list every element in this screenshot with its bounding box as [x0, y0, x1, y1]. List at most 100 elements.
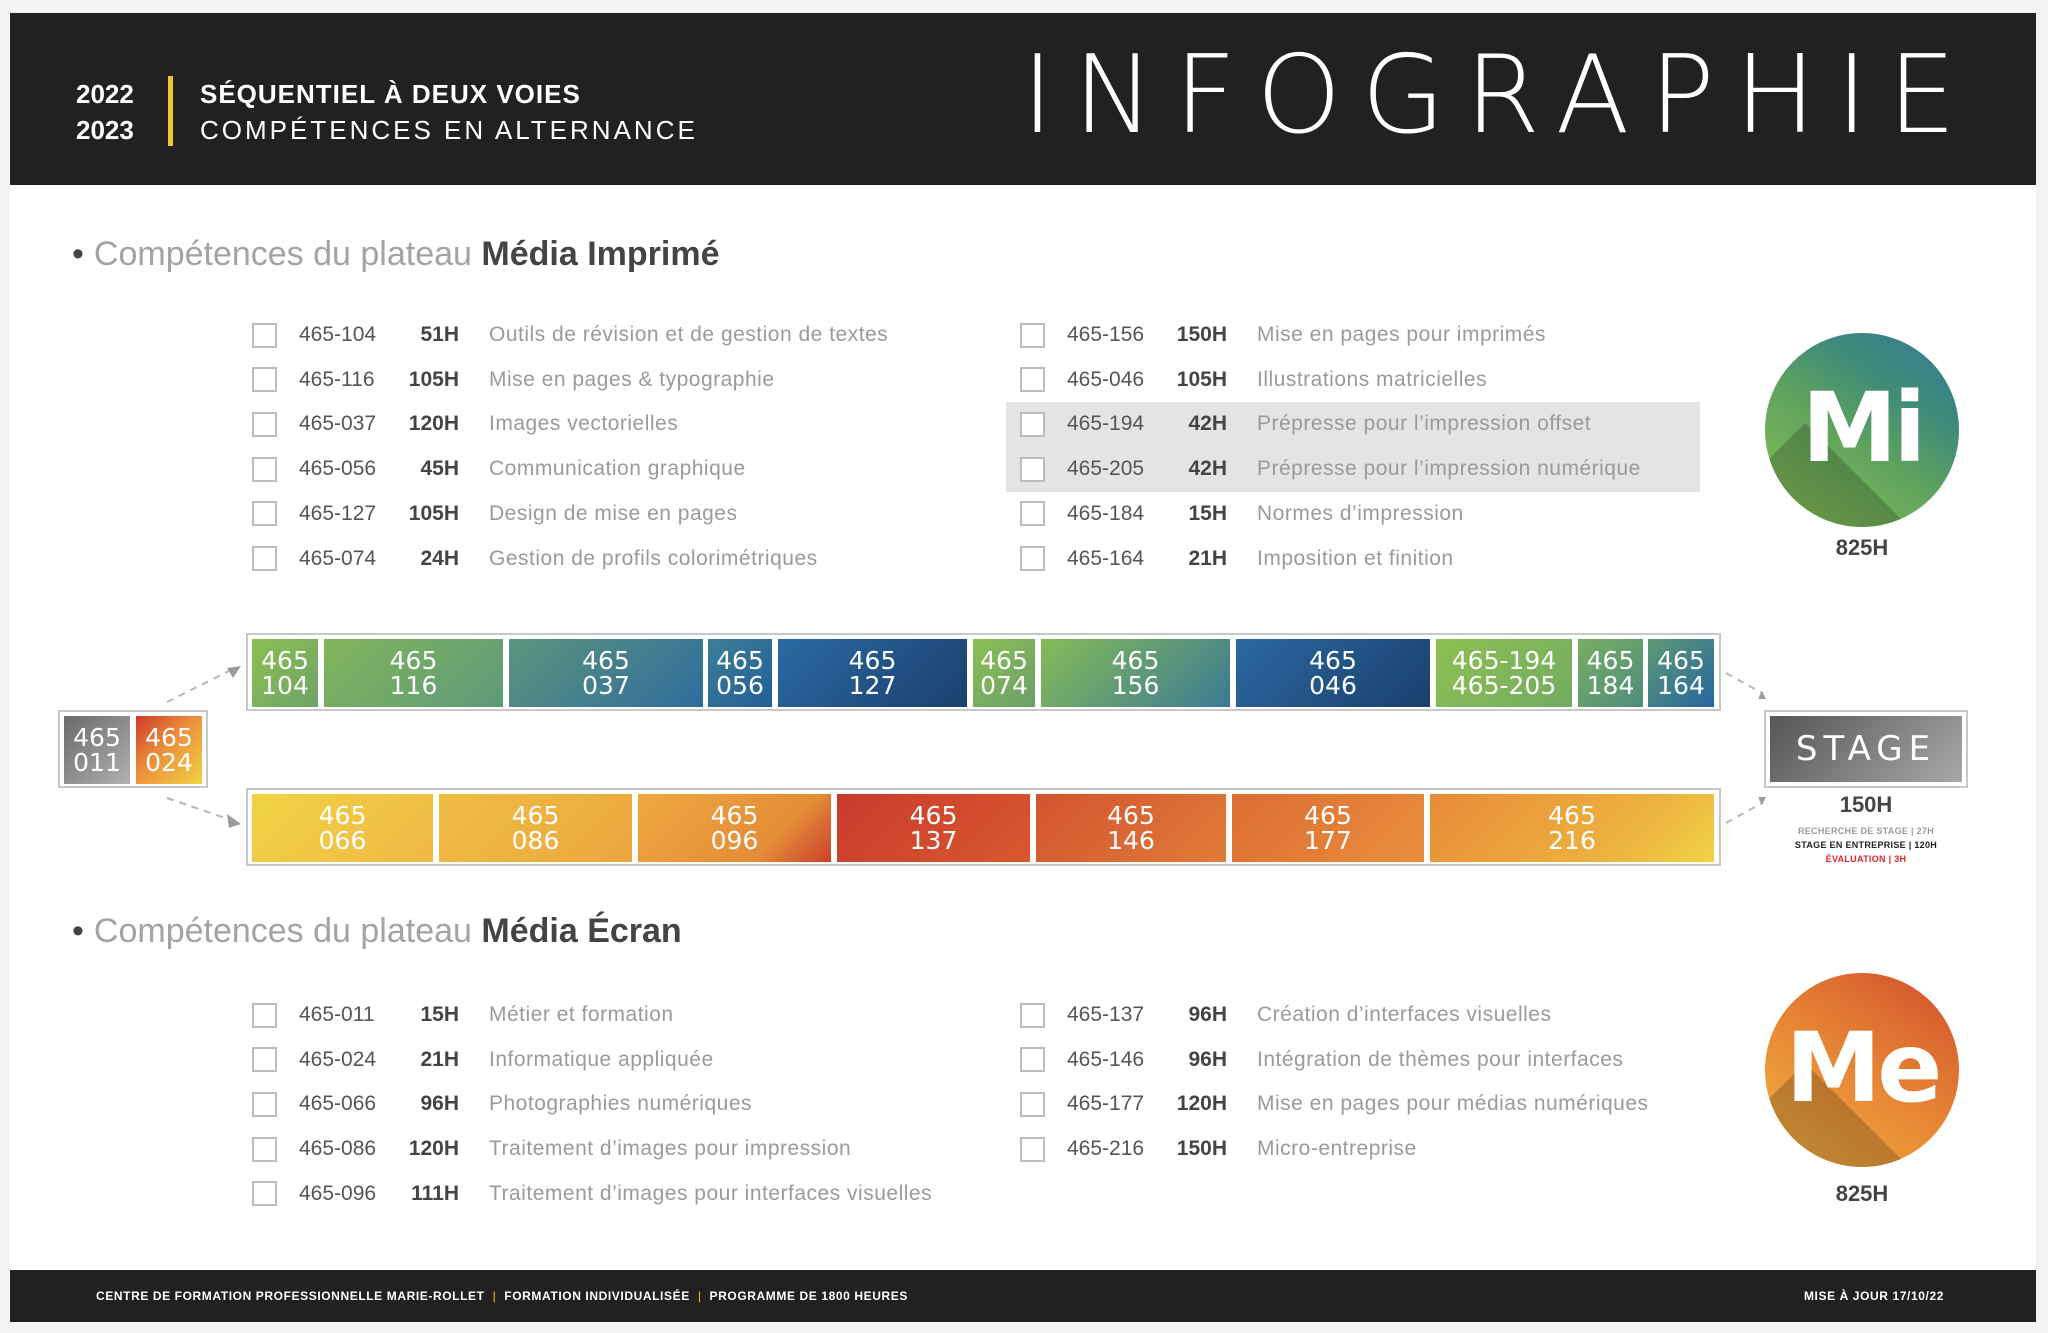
- course-checkbox[interactable]: [1020, 1047, 1045, 1073]
- course-block[interactable]: 465 086: [439, 794, 632, 862]
- footer-programme: PROGRAMME DE 1800 HEURES: [709, 1289, 908, 1303]
- course-block[interactable]: 465 177: [1232, 794, 1424, 862]
- yellow-divider: [168, 76, 173, 146]
- course-code: 465-177: [1067, 1092, 1145, 1116]
- course-title: Prépresse pour l’impression offset: [1257, 412, 1592, 436]
- course-hours: 24H: [420, 546, 459, 570]
- footer-separator: |: [697, 1289, 702, 1303]
- course-code: 465-066: [299, 1092, 377, 1116]
- course-checkbox[interactable]: [252, 1181, 277, 1207]
- course-checkbox[interactable]: [252, 456, 277, 482]
- course-code: 465-024: [299, 1047, 377, 1071]
- course-row: 465-127 105H Design de mise en pages: [252, 494, 737, 534]
- course-block[interactable]: 465 096: [638, 794, 831, 862]
- course-hours: 15H: [1188, 501, 1227, 525]
- course-row: 465-074 24H Gestion de profils colorimétri…: [252, 539, 818, 579]
- course-checkbox[interactable]: [1020, 1091, 1045, 1117]
- course-checkbox[interactable]: [252, 411, 277, 437]
- block-line-2: 184: [1586, 671, 1635, 700]
- course-code: 465-164: [1067, 546, 1145, 570]
- course-checkbox[interactable]: [252, 1047, 277, 1073]
- course-title: Informatique appliquée: [489, 1047, 714, 1071]
- course-checkbox[interactable]: [1020, 367, 1045, 393]
- course-block[interactable]: 465 037: [509, 639, 703, 707]
- section-name: Média Écran: [481, 912, 682, 950]
- course-checkbox[interactable]: [1020, 411, 1045, 437]
- prepress-highlight: [1006, 402, 1700, 492]
- course-title: Design de mise en pages: [489, 501, 738, 525]
- course-code: 465-156: [1067, 323, 1145, 346]
- course-title: Création d’interfaces visuelles: [1257, 1003, 1552, 1026]
- block-465-011[interactable]: 465 011: [64, 716, 130, 784]
- course-checkbox[interactable]: [1020, 322, 1045, 348]
- course-code: 465-194: [1067, 412, 1145, 436]
- course-code: 465-146: [1067, 1047, 1145, 1071]
- course-block[interactable]: 465 184: [1578, 639, 1643, 707]
- course-hours: 120H: [1176, 1092, 1227, 1116]
- course-row: 465-137 96H Création d’interfaces visuelle…: [1020, 995, 1551, 1035]
- block-line-1: 465: [716, 646, 764, 675]
- block-line-1: 465: [1586, 646, 1635, 675]
- course-checkbox[interactable]: [252, 1136, 277, 1162]
- course-title: Traitement d’images pour interfaces visu…: [489, 1181, 933, 1205]
- course-code: 465-127: [299, 501, 377, 525]
- course-block[interactable]: 465 104: [252, 639, 318, 707]
- course-row: 465-146 96H Intégration de thèmes pour int…: [1020, 1040, 1623, 1080]
- course-row: 465-011 15H Métier et formation: [252, 995, 674, 1035]
- course-row: 465-086 120H Traitement d’images pour impr…: [252, 1129, 851, 1169]
- course-block[interactable]: 465 146: [1036, 794, 1226, 862]
- course-title: Communication graphique: [489, 457, 746, 481]
- course-block[interactable]: 465 156: [1041, 639, 1230, 707]
- course-code: 465-086: [299, 1137, 377, 1161]
- course-checkbox[interactable]: [1020, 1136, 1045, 1162]
- course-block[interactable]: 465 074: [973, 639, 1035, 707]
- footer-updated: MISE À JOUR 17/10/22: [1803, 1289, 1944, 1303]
- course-checkbox[interactable]: [1020, 546, 1045, 571]
- course-block[interactable]: 465-194 465-205: [1436, 639, 1572, 707]
- course-row: 465-164 21H Imposition et finition: [1020, 539, 1454, 579]
- course-row: 465-096 111H Traitement d’images pour inte…: [252, 1174, 932, 1214]
- block-line-1: 465: [710, 801, 759, 830]
- footer-formation: FORMATION INDIVIDUALISÉE: [504, 1289, 690, 1303]
- course-block[interactable]: 465 137: [837, 794, 1030, 862]
- course-row: 465-066 96H Photographies numériques: [252, 1084, 752, 1124]
- course-checkbox[interactable]: [1020, 456, 1045, 482]
- course-checkbox[interactable]: [1020, 501, 1045, 527]
- course-title: Illustrations matricielles: [1257, 367, 1488, 391]
- course-block[interactable]: 465 127: [778, 639, 967, 707]
- block-line-1: 465: [1107, 801, 1155, 830]
- arrows-left: [166, 666, 241, 810]
- course-code: 465-037: [299, 412, 377, 436]
- course-checkbox[interactable]: [252, 501, 277, 527]
- course-checkbox[interactable]: [252, 322, 277, 348]
- block-line-2: 037: [582, 671, 630, 700]
- course-hours: 45H: [420, 457, 459, 481]
- block-line-2: 146: [1107, 826, 1155, 855]
- course-checkbox[interactable]: [1020, 1002, 1045, 1028]
- course-block[interactable]: 465 116: [324, 639, 503, 707]
- course-block[interactable]: 465 046: [1236, 639, 1430, 707]
- subtitle-line-1: SÉQUENTIEL À DEUX VOIES: [200, 79, 581, 109]
- course-title: Prépresse pour l’impression numérique: [1257, 457, 1641, 481]
- course-block[interactable]: 465 056: [708, 639, 772, 707]
- course-checkbox[interactable]: [252, 546, 277, 571]
- course-block[interactable]: 465 164: [1648, 639, 1714, 707]
- course-hours: 15H: [420, 1003, 459, 1026]
- block-465-024[interactable]: 465 024: [136, 716, 202, 784]
- header-banner: [10, 13, 2036, 185]
- course-block[interactable]: 465 216: [1430, 794, 1714, 862]
- course-hours: 105H: [1176, 367, 1227, 391]
- footer-school: CENTRE DE FORMATION PROFESSIONNELLE MARI…: [96, 1289, 485, 1303]
- course-block[interactable]: 465 066: [252, 794, 433, 862]
- course-hours: 150H: [1176, 323, 1227, 346]
- stage-detail-evaluation: ÉVALUATION | 3H: [1825, 854, 1907, 864]
- course-checkbox[interactable]: [252, 367, 277, 393]
- block-line-2: 056: [716, 671, 764, 700]
- course-checkbox[interactable]: [252, 1091, 277, 1117]
- course-code: 465-046: [1067, 367, 1145, 391]
- course-hours: 21H: [1188, 546, 1227, 570]
- course-row: 465-104 51H Outils de révision et de gesti…: [252, 315, 888, 355]
- course-checkbox[interactable]: [252, 1002, 277, 1028]
- stage-button[interactable]: STAGE: [1770, 716, 1962, 782]
- ecran-total-hours: 825H: [1835, 1181, 1889, 1206]
